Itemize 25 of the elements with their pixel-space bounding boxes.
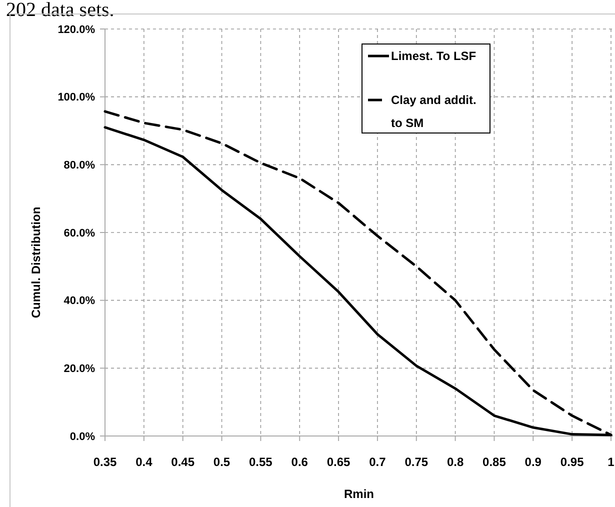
x-tick-label: 0.35: [93, 455, 117, 469]
x-tick-label: 0.8: [446, 455, 464, 469]
y-tick-label: 20.0%: [64, 363, 96, 376]
x-tick-label: 0.9: [524, 455, 542, 469]
y-tick-label: 60.0%: [64, 227, 96, 240]
x-axis-title: Rmin: [344, 487, 374, 501]
x-tick-label: 0.45: [171, 455, 195, 469]
legend-label: Clay and addit. to SM: [391, 93, 476, 130]
legend-label: Limest. To LSF: [391, 49, 476, 64]
x-tick-label: 1: [608, 455, 615, 469]
y-tick-label: 120.0%: [58, 24, 96, 36]
x-tick-label: 0.6: [291, 455, 308, 469]
x-tick-label: 0.95: [560, 455, 584, 469]
y-tick-label: 80.0%: [64, 160, 96, 172]
x-tick-label: 0.5: [213, 455, 230, 469]
x-tick-label: 0.7: [369, 455, 386, 469]
x-tick-label: 0.55: [249, 455, 273, 469]
y-tick-label: 0.0%: [70, 430, 96, 443]
y-tick-label: 100.0%: [58, 92, 96, 104]
x-tick-label: 0.75: [404, 455, 428, 469]
x-tick-label: 0.85: [482, 455, 506, 469]
x-tick-label: 0.4: [136, 455, 153, 469]
y-tick-label: 40.0%: [64, 295, 96, 308]
x-tick-label: 0.65: [326, 455, 351, 469]
y-axis-title: Cumul. Distribution: [29, 206, 43, 318]
